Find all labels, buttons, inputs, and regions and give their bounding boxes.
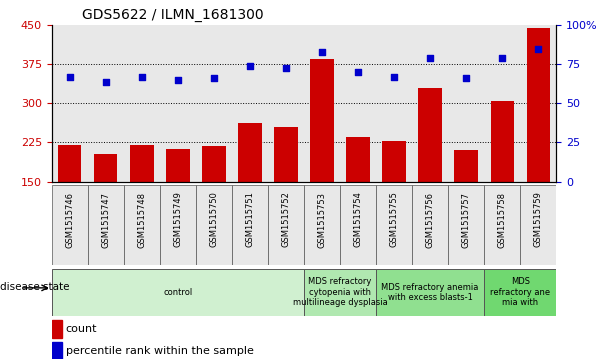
Point bbox=[461, 76, 471, 81]
Text: count: count bbox=[66, 324, 97, 334]
Point bbox=[209, 76, 219, 81]
Point bbox=[137, 74, 147, 80]
Bar bbox=[520, 185, 556, 265]
Point bbox=[317, 49, 327, 55]
Point bbox=[245, 63, 255, 69]
Bar bbox=[52, 342, 62, 359]
Text: MDS
refractory ane
mia with: MDS refractory ane mia with bbox=[490, 277, 550, 307]
Bar bbox=[196, 185, 232, 265]
Point bbox=[533, 46, 543, 52]
Text: GSM1515757: GSM1515757 bbox=[461, 192, 471, 248]
Bar bbox=[232, 185, 268, 265]
Text: GSM1515750: GSM1515750 bbox=[209, 192, 218, 248]
Text: GSM1515747: GSM1515747 bbox=[102, 192, 110, 248]
Bar bbox=[310, 59, 334, 182]
Text: GSM1515752: GSM1515752 bbox=[282, 192, 291, 248]
Bar bbox=[340, 185, 376, 265]
Bar bbox=[347, 137, 370, 182]
Bar bbox=[202, 146, 226, 182]
Point bbox=[353, 69, 363, 75]
Bar bbox=[268, 185, 304, 265]
Bar bbox=[412, 185, 448, 265]
Text: percentile rank within the sample: percentile rank within the sample bbox=[66, 346, 254, 356]
Bar bbox=[376, 269, 484, 316]
Bar bbox=[88, 185, 124, 265]
Text: GSM1515758: GSM1515758 bbox=[498, 192, 506, 248]
Bar bbox=[448, 185, 484, 265]
Bar bbox=[455, 150, 478, 182]
Point bbox=[497, 55, 507, 61]
Text: GSM1515746: GSM1515746 bbox=[65, 192, 74, 248]
Text: GSM1515751: GSM1515751 bbox=[246, 192, 254, 248]
Bar bbox=[527, 28, 550, 182]
Bar bbox=[484, 269, 556, 316]
Bar bbox=[382, 141, 406, 182]
Text: control: control bbox=[163, 288, 193, 297]
Bar bbox=[166, 149, 190, 182]
Bar bbox=[304, 185, 340, 265]
Bar bbox=[52, 269, 304, 316]
Point bbox=[426, 55, 435, 61]
Text: GSM1515759: GSM1515759 bbox=[534, 192, 543, 248]
Text: GSM1515748: GSM1515748 bbox=[137, 192, 147, 248]
Text: MDS refractory
cytopenia with
multilineage dysplasia: MDS refractory cytopenia with multilinea… bbox=[292, 277, 387, 307]
Point bbox=[173, 77, 183, 83]
Bar bbox=[274, 127, 298, 182]
Point bbox=[281, 65, 291, 70]
Text: MDS refractory anemia
with excess blasts-1: MDS refractory anemia with excess blasts… bbox=[381, 282, 479, 302]
Bar bbox=[52, 320, 62, 338]
Text: GSM1515753: GSM1515753 bbox=[317, 192, 326, 248]
Bar bbox=[418, 88, 442, 182]
Point bbox=[101, 79, 111, 85]
Bar bbox=[130, 145, 153, 182]
Text: GSM1515749: GSM1515749 bbox=[173, 192, 182, 248]
Bar bbox=[304, 269, 376, 316]
Bar bbox=[124, 185, 160, 265]
Text: GDS5622 / ILMN_1681300: GDS5622 / ILMN_1681300 bbox=[82, 8, 264, 22]
Bar bbox=[160, 185, 196, 265]
Bar bbox=[52, 185, 88, 265]
Text: GSM1515756: GSM1515756 bbox=[426, 192, 435, 248]
Point bbox=[65, 74, 75, 80]
Text: GSM1515755: GSM1515755 bbox=[390, 192, 399, 248]
Text: disease state: disease state bbox=[0, 282, 69, 292]
Bar bbox=[491, 101, 514, 182]
Bar bbox=[94, 154, 117, 182]
Bar bbox=[484, 185, 520, 265]
Text: GSM1515754: GSM1515754 bbox=[354, 192, 362, 248]
Point bbox=[389, 74, 399, 80]
Bar bbox=[376, 185, 412, 265]
Bar bbox=[238, 123, 261, 182]
Bar bbox=[58, 145, 81, 182]
